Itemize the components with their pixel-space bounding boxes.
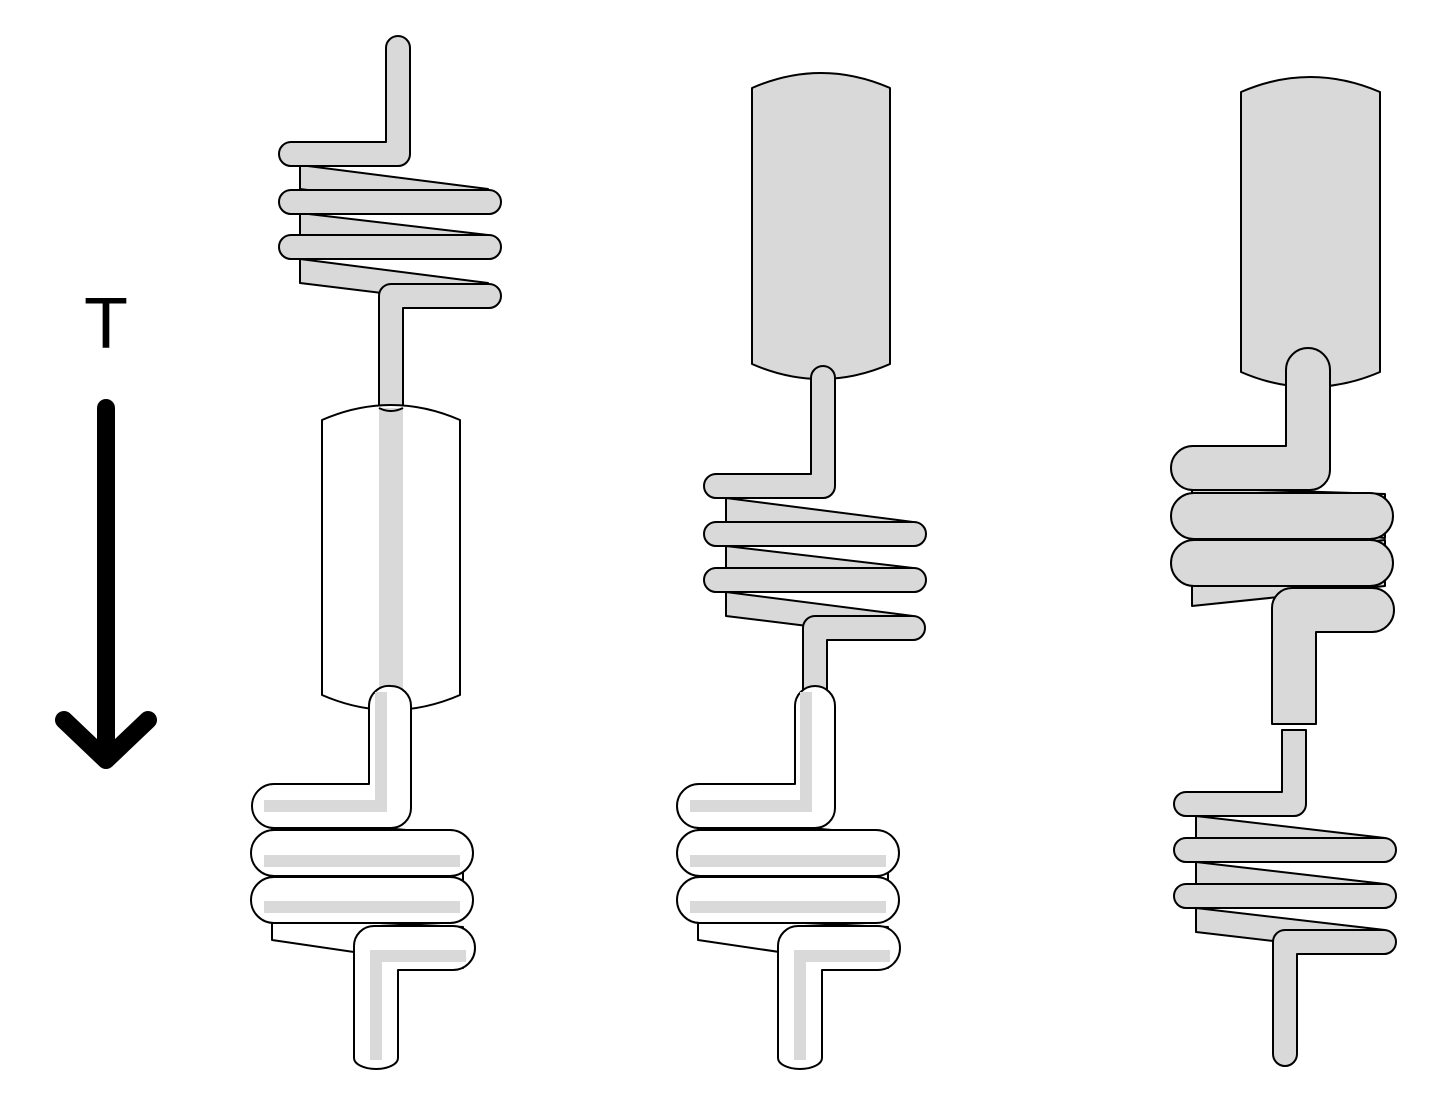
helix-turn <box>1174 838 1396 862</box>
stage-1-cylinder <box>322 405 460 710</box>
helix-bottom-lead <box>1272 588 1394 724</box>
helix-turn <box>704 568 926 592</box>
stage-3 <box>1171 77 1396 1066</box>
helix-turn <box>251 877 473 923</box>
diagram-shape <box>752 73 890 379</box>
down-arrow-icon <box>64 408 148 760</box>
helix-top-lead <box>279 36 410 166</box>
diagram-shape <box>690 855 886 867</box>
stage-3-upper-helix <box>1171 348 1394 724</box>
helix-turn <box>1174 884 1396 908</box>
stage-2-upper-helix <box>704 366 926 690</box>
diagram-shape <box>690 901 886 913</box>
helix-turn <box>1171 493 1393 539</box>
helix-bottom-lead <box>803 616 925 690</box>
stage-3-cylinder <box>1241 77 1380 387</box>
stage-1-upper-helix <box>279 36 501 406</box>
helix-bottom-lead <box>379 284 501 406</box>
axis-label-t: T <box>84 284 128 364</box>
diagram-shape <box>264 901 460 913</box>
helix-top-lead <box>1174 730 1306 816</box>
stage-2 <box>677 73 926 1069</box>
helix-turn <box>704 522 926 546</box>
helix-bottom-lead <box>1273 930 1396 1066</box>
time-axis: T <box>64 284 148 760</box>
helix-turn <box>677 877 899 923</box>
helix-turn <box>279 235 501 259</box>
helix-top-lead <box>704 366 835 498</box>
helix-turn <box>279 190 501 214</box>
stage-1-lower-helix <box>251 686 475 1069</box>
stage-2-lower-helix <box>677 686 900 1069</box>
stage-2-cylinder <box>752 73 890 379</box>
helix-turn <box>251 830 473 876</box>
diagram-shape <box>264 855 460 867</box>
stage-3-lower-helix <box>1174 730 1396 1066</box>
helix-turn <box>1171 540 1393 586</box>
diagram-shape <box>379 408 403 695</box>
helix-turn <box>677 830 899 876</box>
diagram-shape <box>1241 77 1380 387</box>
stage-1 <box>251 36 501 1069</box>
